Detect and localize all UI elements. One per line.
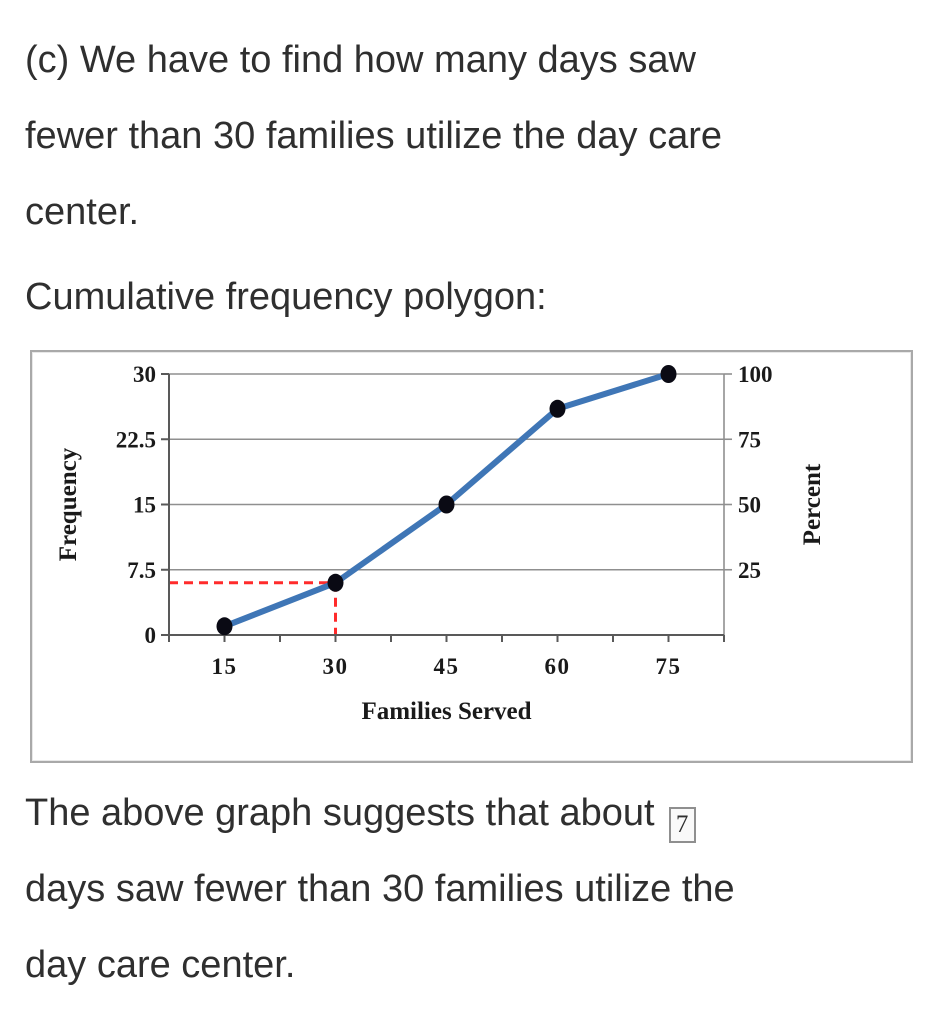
left-axis-tick-label: 0	[145, 623, 157, 648]
left-axis-title: Frequency	[55, 447, 82, 561]
right-axis-title: Percent	[799, 463, 826, 545]
data-point-marker	[549, 399, 566, 418]
left-axis-tick-label: 22.5	[116, 427, 156, 452]
intro-line-1: (c) We have to find how many days saw	[25, 39, 696, 81]
left-axis-tick-label: 30	[133, 362, 156, 387]
intro-line-3: center.	[25, 191, 140, 233]
x-axis-tick-label: 30	[323, 654, 349, 679]
x-axis-tick-label: 60	[545, 654, 571, 679]
chart-caption: Cumulative frequency polygon:	[25, 259, 946, 335]
right-axis-tick-label: 100	[738, 362, 773, 387]
x-axis-tick-label: 75	[656, 654, 682, 679]
conclusion-line-1-text: The above graph suggests that about	[25, 792, 655, 834]
right-axis-tick-label: 25	[738, 558, 761, 583]
right-axis-tick-label: 50	[738, 493, 761, 518]
conclusion-line-3: day care center.	[25, 944, 296, 986]
right-axis-tick-label: 75	[738, 427, 761, 452]
x-axis-tick-label: 15	[212, 654, 238, 679]
cumulative-frequency-chart: 0 7.5 15 22.5 30 25 50 75 100 15 30 45 60 75 Families …	[55, 362, 826, 725]
chart-caption-text: Cumulative frequency polygon:	[25, 276, 547, 318]
data-point-marker	[216, 617, 233, 636]
x-axis-title: Families Served	[361, 698, 531, 725]
data-point-marker	[327, 573, 344, 592]
intro-paragraph: (c) We have to find how many days saw fe…	[25, 22, 946, 250]
intro-line-2: fewer than 30 families utilize the day c…	[25, 115, 723, 157]
chart-panel: 0 7.5 15 22.5 30 25 50 75 100 15 30 45 60 75 Families …	[30, 350, 913, 763]
data-point-marker	[660, 365, 677, 383]
answer-input-box[interactable]: 7	[668, 807, 696, 843]
data-point-marker	[438, 495, 455, 514]
left-axis-tick-label: 7.5	[127, 558, 156, 583]
conclusion-paragraph: The above graph suggests that about 7 day…	[25, 775, 946, 1003]
conclusion-line-2: days saw fewer than 30 families utilize …	[25, 868, 735, 910]
x-axis-tick-label: 45	[434, 654, 460, 679]
conclusion-line-1: The above graph suggests that about 7	[25, 775, 946, 851]
left-axis-tick-label: 15	[133, 493, 156, 518]
